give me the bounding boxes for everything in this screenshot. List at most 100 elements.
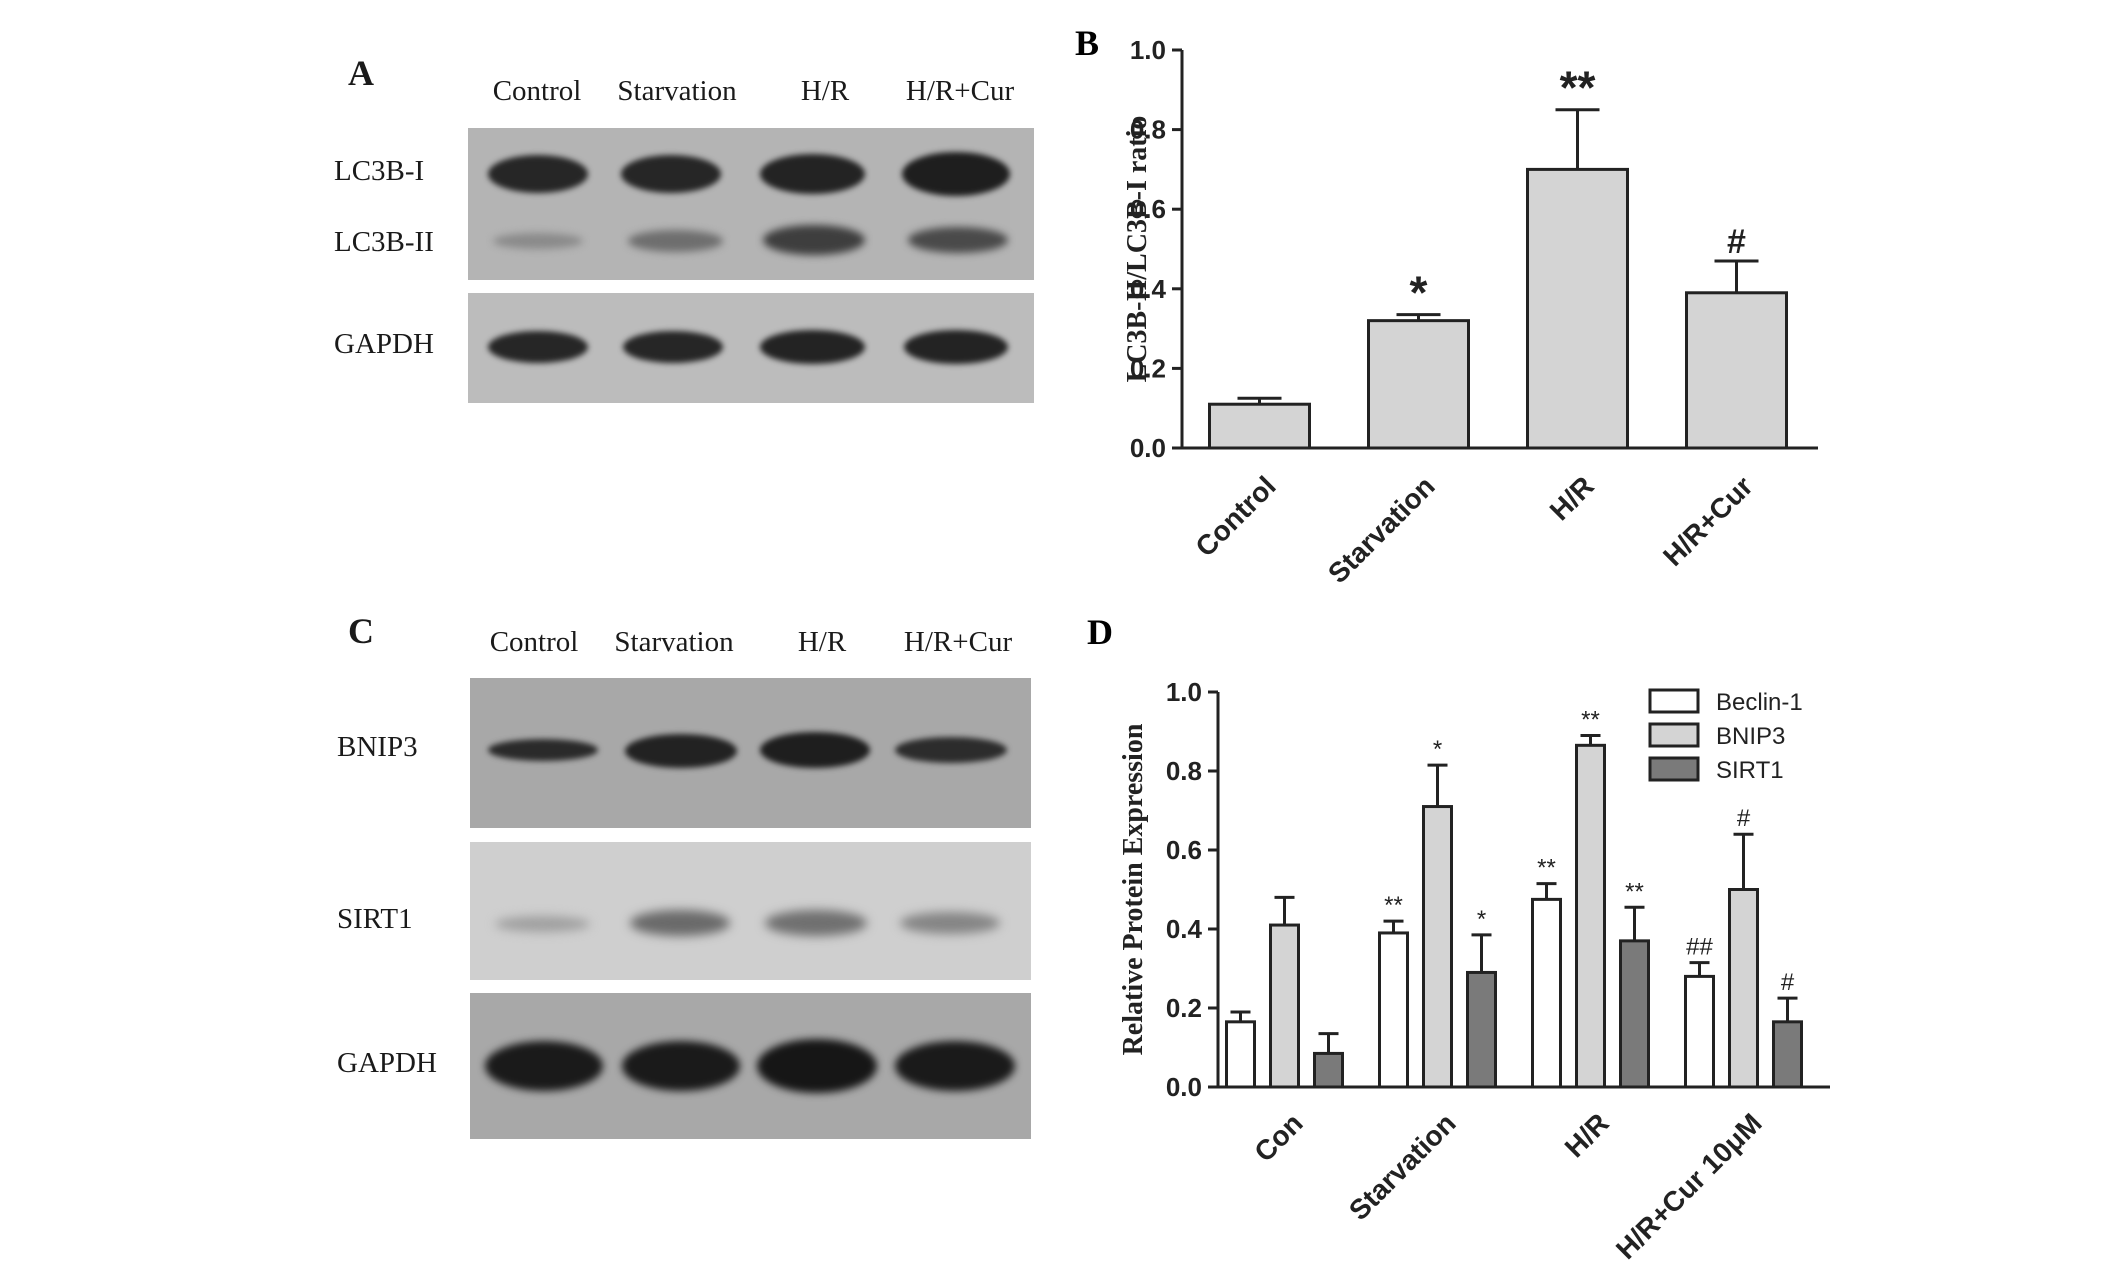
band	[904, 330, 1008, 364]
panel-c-lane-starvation: Starvation	[614, 626, 734, 658]
y-tick-label: 0.6	[1130, 194, 1166, 224]
bar	[1378, 931, 1409, 1089]
bar	[1367, 319, 1470, 450]
band	[757, 1039, 877, 1093]
y-tick-label: 0.2	[1130, 353, 1166, 383]
x-tick-label: Con	[1248, 1107, 1308, 1167]
y-tick-label: 0.2	[1166, 993, 1202, 1023]
x-tick-label: H/R+Cur	[1657, 470, 1759, 572]
significance-label: *	[1477, 906, 1486, 933]
panel-a-lane-hr-cur: H/R+Cur	[905, 75, 1015, 107]
x-tick-label: Starvation	[1322, 470, 1441, 589]
x-tick-label: H/R	[1559, 1107, 1615, 1163]
band	[630, 910, 730, 936]
band	[622, 1041, 740, 1091]
band	[488, 155, 588, 193]
bar	[1619, 939, 1650, 1089]
panel-a-row-gapdh: GAPDH	[334, 328, 434, 360]
bar	[1269, 923, 1300, 1089]
panel-c-row-gapdh: GAPDH	[337, 1047, 437, 1079]
band	[900, 912, 1000, 934]
bar	[1526, 167, 1629, 450]
significance-label: **	[1537, 855, 1556, 882]
bar	[1575, 743, 1606, 1089]
chart-d: D 0.0 0.2 0.4 0.6 0.8 1.0 Relative Protein Exp…	[1087, 612, 1830, 1265]
panel-a-lane-hr: H/R	[800, 75, 850, 107]
band	[760, 330, 865, 364]
significance-label: **	[1384, 892, 1403, 919]
x-tick-label: Control	[1189, 470, 1281, 562]
band	[895, 1041, 1015, 1091]
panel-a-letter: A	[348, 53, 374, 93]
panel-c-sirt1-blot	[470, 842, 1031, 980]
y-tick-label: 1.0	[1130, 35, 1166, 65]
band	[495, 916, 590, 932]
bar	[1466, 970, 1497, 1089]
panel-b-letter: B	[1075, 23, 1099, 63]
band	[623, 331, 723, 363]
panel-a-lc3b-blot	[468, 128, 1034, 280]
band	[628, 230, 723, 252]
panel-c-lane-control: Control	[489, 626, 579, 658]
band	[765, 910, 867, 936]
legend-label: BNIP3	[1716, 723, 1785, 750]
band	[485, 1041, 603, 1091]
legend-swatch	[1648, 722, 1700, 748]
band	[763, 225, 865, 255]
legend-label: Beclin-1	[1716, 689, 1803, 716]
y-tick-label: 0.8	[1166, 756, 1202, 786]
panel-a-row-lc3b-ii: LC3B-II	[334, 226, 434, 258]
bar	[1684, 974, 1715, 1089]
band	[760, 154, 865, 194]
x-tick-label: H/R+Cur 10μM	[1610, 1107, 1768, 1265]
legend-swatch	[1648, 756, 1700, 782]
band	[902, 152, 1010, 196]
panel-c-row-bnip3: BNIP3	[337, 731, 418, 763]
x-tick-label: Starvation	[1343, 1107, 1462, 1226]
panel-a-gapdh-blot	[468, 293, 1034, 403]
y-axis-label: Relative Protein Expression	[1118, 723, 1149, 1055]
panel-a-lane-starvation: Starvation	[617, 75, 737, 107]
band	[488, 739, 598, 761]
bar	[1531, 897, 1562, 1089]
legend-swatch	[1648, 688, 1700, 714]
legend-label: SIRT1	[1716, 757, 1784, 784]
panel-c-row-sirt1: SIRT1	[337, 903, 413, 935]
band	[488, 331, 588, 363]
significance-label: **	[1625, 878, 1644, 905]
panel-c-letter: C	[348, 611, 374, 651]
bar	[1208, 402, 1311, 450]
panel-c-lane-hr-cur: H/R+Cur	[903, 626, 1013, 658]
y-tick-label: 0.4	[1130, 274, 1167, 304]
y-tick-label: 1.0	[1166, 677, 1202, 707]
x-tick-label: H/R	[1544, 470, 1600, 526]
significance-label: *	[1433, 736, 1442, 763]
significance-label: *	[1410, 267, 1428, 319]
y-tick-label: 0.0	[1166, 1072, 1202, 1102]
panel-c-bnip3-blot	[470, 678, 1031, 828]
significance-label: #	[1727, 223, 1746, 261]
y-tick-label: 0.6	[1166, 835, 1202, 865]
panel-c-gapdh-blot	[470, 993, 1031, 1139]
y-tick-label: 0.8	[1130, 115, 1166, 145]
significance-label: #	[1781, 969, 1795, 996]
y-tick-label: 0.0	[1130, 433, 1166, 463]
bar	[1225, 1020, 1256, 1089]
band	[895, 737, 1007, 763]
band	[625, 734, 737, 768]
y-axis-label: LC3B-II/LC3B-I ratio	[1122, 116, 1153, 383]
panel-c-lane-hr: H/R	[797, 626, 847, 658]
significance-label: **	[1560, 62, 1596, 114]
band	[908, 227, 1008, 253]
bar	[1422, 805, 1453, 1089]
bar	[1728, 888, 1759, 1089]
bar	[1685, 291, 1788, 450]
band	[760, 732, 870, 768]
panel-d-letter: D	[1087, 612, 1113, 652]
y-tick-label: 0.4	[1166, 914, 1203, 944]
band	[621, 155, 721, 193]
band	[493, 233, 583, 249]
panel-a-lane-control: Control	[492, 75, 582, 107]
chart-b: B 0.0 0.2 0.4 0.6 0.8 1.0 LC3B-II/LC3B-I ratio…	[1075, 23, 1818, 589]
